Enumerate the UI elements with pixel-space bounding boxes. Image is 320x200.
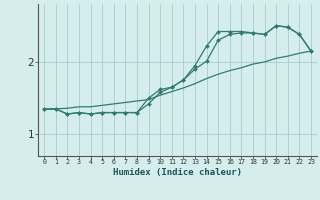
X-axis label: Humidex (Indice chaleur): Humidex (Indice chaleur): [113, 168, 242, 177]
